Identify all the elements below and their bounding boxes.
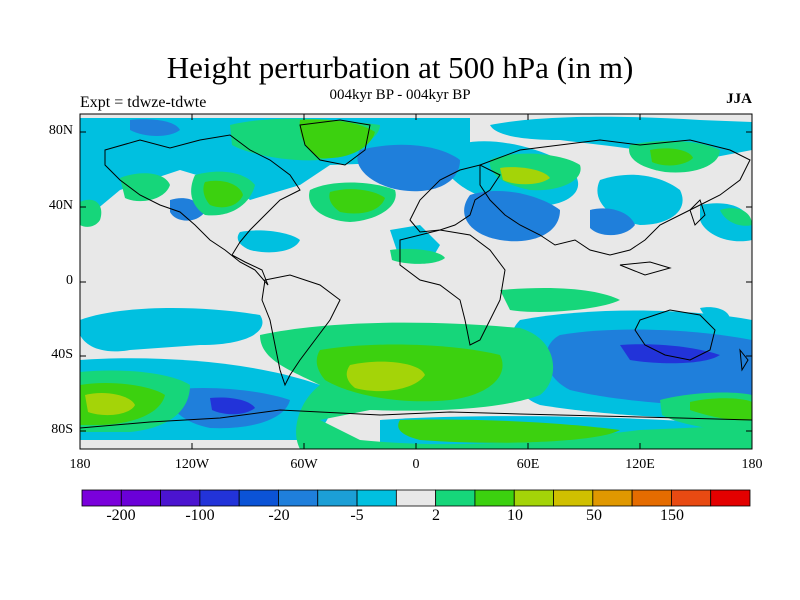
contour-region — [346, 361, 425, 392]
contour-region — [130, 119, 180, 136]
coastline-greenland — [299, 119, 371, 166]
contour-region — [299, 119, 375, 159]
contour-region — [80, 118, 470, 215]
coastlines — [80, 119, 752, 429]
colorbar-swatch — [81, 489, 122, 507]
lat-label-80s: 80S — [51, 422, 73, 437]
colorbar-label: 50 — [586, 507, 602, 524]
coastline-north-america — [104, 134, 301, 286]
tick-marks — [80, 114, 752, 449]
colorbar — [81, 489, 751, 507]
colorbar-swatch — [474, 489, 515, 507]
lon-label-60e: 60E — [516, 457, 540, 472]
contour-region — [464, 190, 560, 242]
contour-region — [650, 148, 693, 166]
lat-label-80n: 80N — [48, 123, 73, 138]
colorbar-label: -200 — [106, 507, 136, 524]
coastline-new-zealand — [739, 348, 749, 372]
colorbar-swatch — [631, 489, 672, 507]
colorbar-swatch — [317, 489, 358, 507]
plot-subtitle: 004kyr BP - 004kyr BP — [329, 87, 471, 103]
coastline-japan — [689, 199, 706, 226]
contour-region — [120, 173, 170, 202]
contour-region — [700, 307, 730, 322]
colorbar-swatch — [120, 489, 161, 507]
season-label: JJA — [726, 91, 752, 107]
contour-region — [620, 344, 720, 364]
contour-region — [80, 308, 263, 352]
lon-label-0: 0 — [412, 457, 420, 472]
contour-region — [500, 167, 550, 185]
coastline-antarctica — [80, 409, 752, 429]
colorbar-swatch — [513, 489, 554, 507]
colorbar-label: 150 — [660, 507, 684, 524]
contour-region — [546, 329, 752, 406]
experiment-label: Expt = tdwze-tdwte — [80, 94, 207, 111]
lon-label-180e: 180 — [741, 457, 763, 472]
colorbar-swatch — [553, 489, 594, 507]
colorbar-swatch — [356, 489, 397, 507]
lon-label-60w: 60W — [290, 457, 318, 472]
colorbar-swatch — [160, 489, 201, 507]
colorbar-label: -100 — [185, 507, 215, 524]
contour-region — [398, 419, 620, 443]
contour-region — [690, 398, 752, 421]
contour-region — [85, 393, 135, 416]
contour-region — [237, 230, 300, 253]
lat-label-0: 0 — [66, 273, 73, 288]
colorbar-swatch — [435, 489, 476, 507]
coastline-indonesia — [619, 261, 672, 276]
coastline-asia — [479, 139, 751, 256]
lon-label-120w: 120W — [174, 457, 210, 472]
colorbar-label: -5 — [350, 507, 364, 524]
contour-region — [590, 208, 635, 236]
colorbar-label: 2 — [432, 507, 440, 524]
plot-title: Height perturbation at 500 hPa (in m) — [166, 50, 634, 85]
colorbar-swatch — [671, 489, 712, 507]
lat-label-40s: 40S — [51, 347, 73, 362]
contour-region — [500, 288, 620, 312]
colorbar-swatch — [278, 489, 319, 507]
contour-region — [390, 248, 445, 264]
contour-region — [203, 180, 243, 208]
lon-label-120e: 120E — [625, 457, 655, 472]
lat-label-40n: 40N — [48, 198, 73, 213]
contour-region — [210, 397, 255, 415]
coastline-australia — [634, 309, 716, 361]
colorbar-swatch — [710, 489, 751, 507]
colorbar-label: 10 — [507, 507, 523, 524]
colorbar-swatch — [199, 489, 240, 507]
contour-region — [357, 144, 460, 192]
colorbar-swatch — [592, 489, 633, 507]
colorbar-swatch — [238, 489, 279, 507]
coastline-south-america — [261, 274, 341, 387]
colorbar-label: -20 — [268, 507, 290, 524]
contour-region — [720, 208, 752, 226]
contour-region — [329, 189, 385, 214]
colorbar-swatch — [395, 489, 437, 507]
lon-label-180w: 180 — [69, 457, 91, 472]
contour-fields — [80, 116, 752, 449]
coastline-africa — [399, 229, 506, 346]
